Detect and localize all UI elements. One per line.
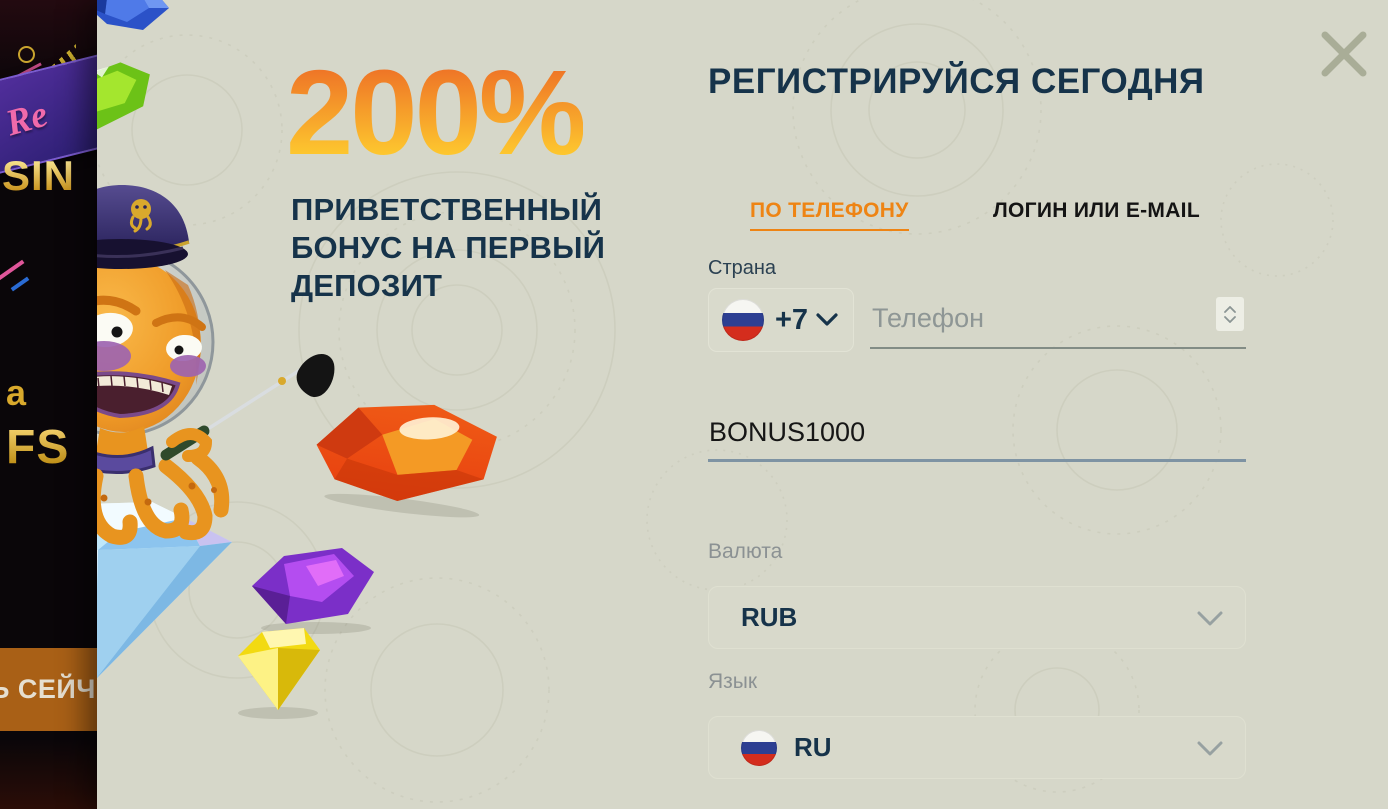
tentacles bbox=[97, 450, 230, 545]
blue-gem bbox=[97, 0, 169, 30]
yellow-gem bbox=[238, 628, 320, 719]
currency-select[interactable]: RUB bbox=[708, 586, 1246, 649]
banner-gold-letter: a bbox=[6, 372, 27, 413]
green-gem bbox=[97, 62, 150, 130]
banner-freespins-text: FS bbox=[6, 421, 70, 474]
language-value: RU bbox=[794, 732, 832, 762]
neon-circle-decor bbox=[18, 46, 35, 63]
chevron-down-icon bbox=[1224, 315, 1236, 323]
play-now-button-label: Ь СЕЙЧ bbox=[0, 674, 96, 704]
casino-banner-text: SIN bbox=[2, 152, 76, 199]
close-icon[interactable] bbox=[1318, 28, 1370, 80]
tab-by-phone-label: ПО ТЕЛЕФОНУ bbox=[750, 199, 909, 222]
bonus-subheadline: ПРИВЕТСТВЕННЫЙ БОНУС НА ПЕРВЫЙ ДЕПОЗИТ bbox=[291, 192, 606, 303]
background-page: Re SIN a FS Ь СЕЙЧ bbox=[0, 0, 97, 809]
diamond bbox=[97, 502, 232, 678]
currency-value: RUB bbox=[741, 602, 798, 632]
retro-script-text: Re bbox=[1, 93, 53, 145]
bonus-code-underline bbox=[708, 459, 1246, 462]
tab-login-email[interactable]: ЛОГИН ИЛИ E-MAIL bbox=[993, 199, 1200, 223]
tab-by-phone[interactable]: ПО ТЕЛЕФОНУ bbox=[750, 199, 909, 231]
country-code-select[interactable]: +7 bbox=[708, 288, 854, 352]
chevron-down-icon bbox=[1197, 741, 1223, 756]
golf-club bbox=[160, 354, 335, 461]
dial-code-value: +7 bbox=[775, 303, 809, 336]
language-label: Язык bbox=[708, 670, 758, 693]
neon-dash-decor bbox=[10, 276, 30, 292]
octopus-emblem-icon bbox=[129, 199, 152, 233]
chevron-down-icon bbox=[1197, 611, 1223, 626]
neon-dash-decor bbox=[0, 259, 25, 281]
backdrop-bottom-glow bbox=[0, 739, 97, 809]
bonus-headline: 200% bbox=[286, 44, 586, 180]
registration-modal: РЕГИСТРИРУЙСЯ СЕГОДНЯ ПО ТЕЛЕФОНУ ЛОГИН … bbox=[97, 0, 1388, 809]
tab-login-email-label: ЛОГИН ИЛИ E-MAIL bbox=[993, 199, 1200, 222]
phone-input-underline bbox=[870, 347, 1246, 349]
bonus-code-input[interactable] bbox=[709, 412, 1229, 452]
russia-flag-icon bbox=[722, 299, 764, 341]
purple-gem bbox=[252, 548, 374, 634]
currency-label: Валюта bbox=[708, 540, 783, 563]
number-spinner[interactable] bbox=[1216, 297, 1244, 331]
play-now-button[interactable]: Ь СЕЙЧ bbox=[0, 648, 97, 731]
russia-flag-icon bbox=[741, 729, 777, 766]
orange-gem bbox=[316, 404, 497, 518]
page-title: РЕГИСТРИРУЙСЯ СЕГОДНЯ bbox=[708, 62, 1205, 101]
phone-input[interactable] bbox=[872, 296, 1202, 340]
chevron-down-icon bbox=[816, 313, 838, 326]
chevron-up-icon bbox=[1224, 305, 1236, 313]
country-label: Страна bbox=[708, 257, 777, 279]
language-select[interactable]: RU bbox=[708, 716, 1246, 779]
